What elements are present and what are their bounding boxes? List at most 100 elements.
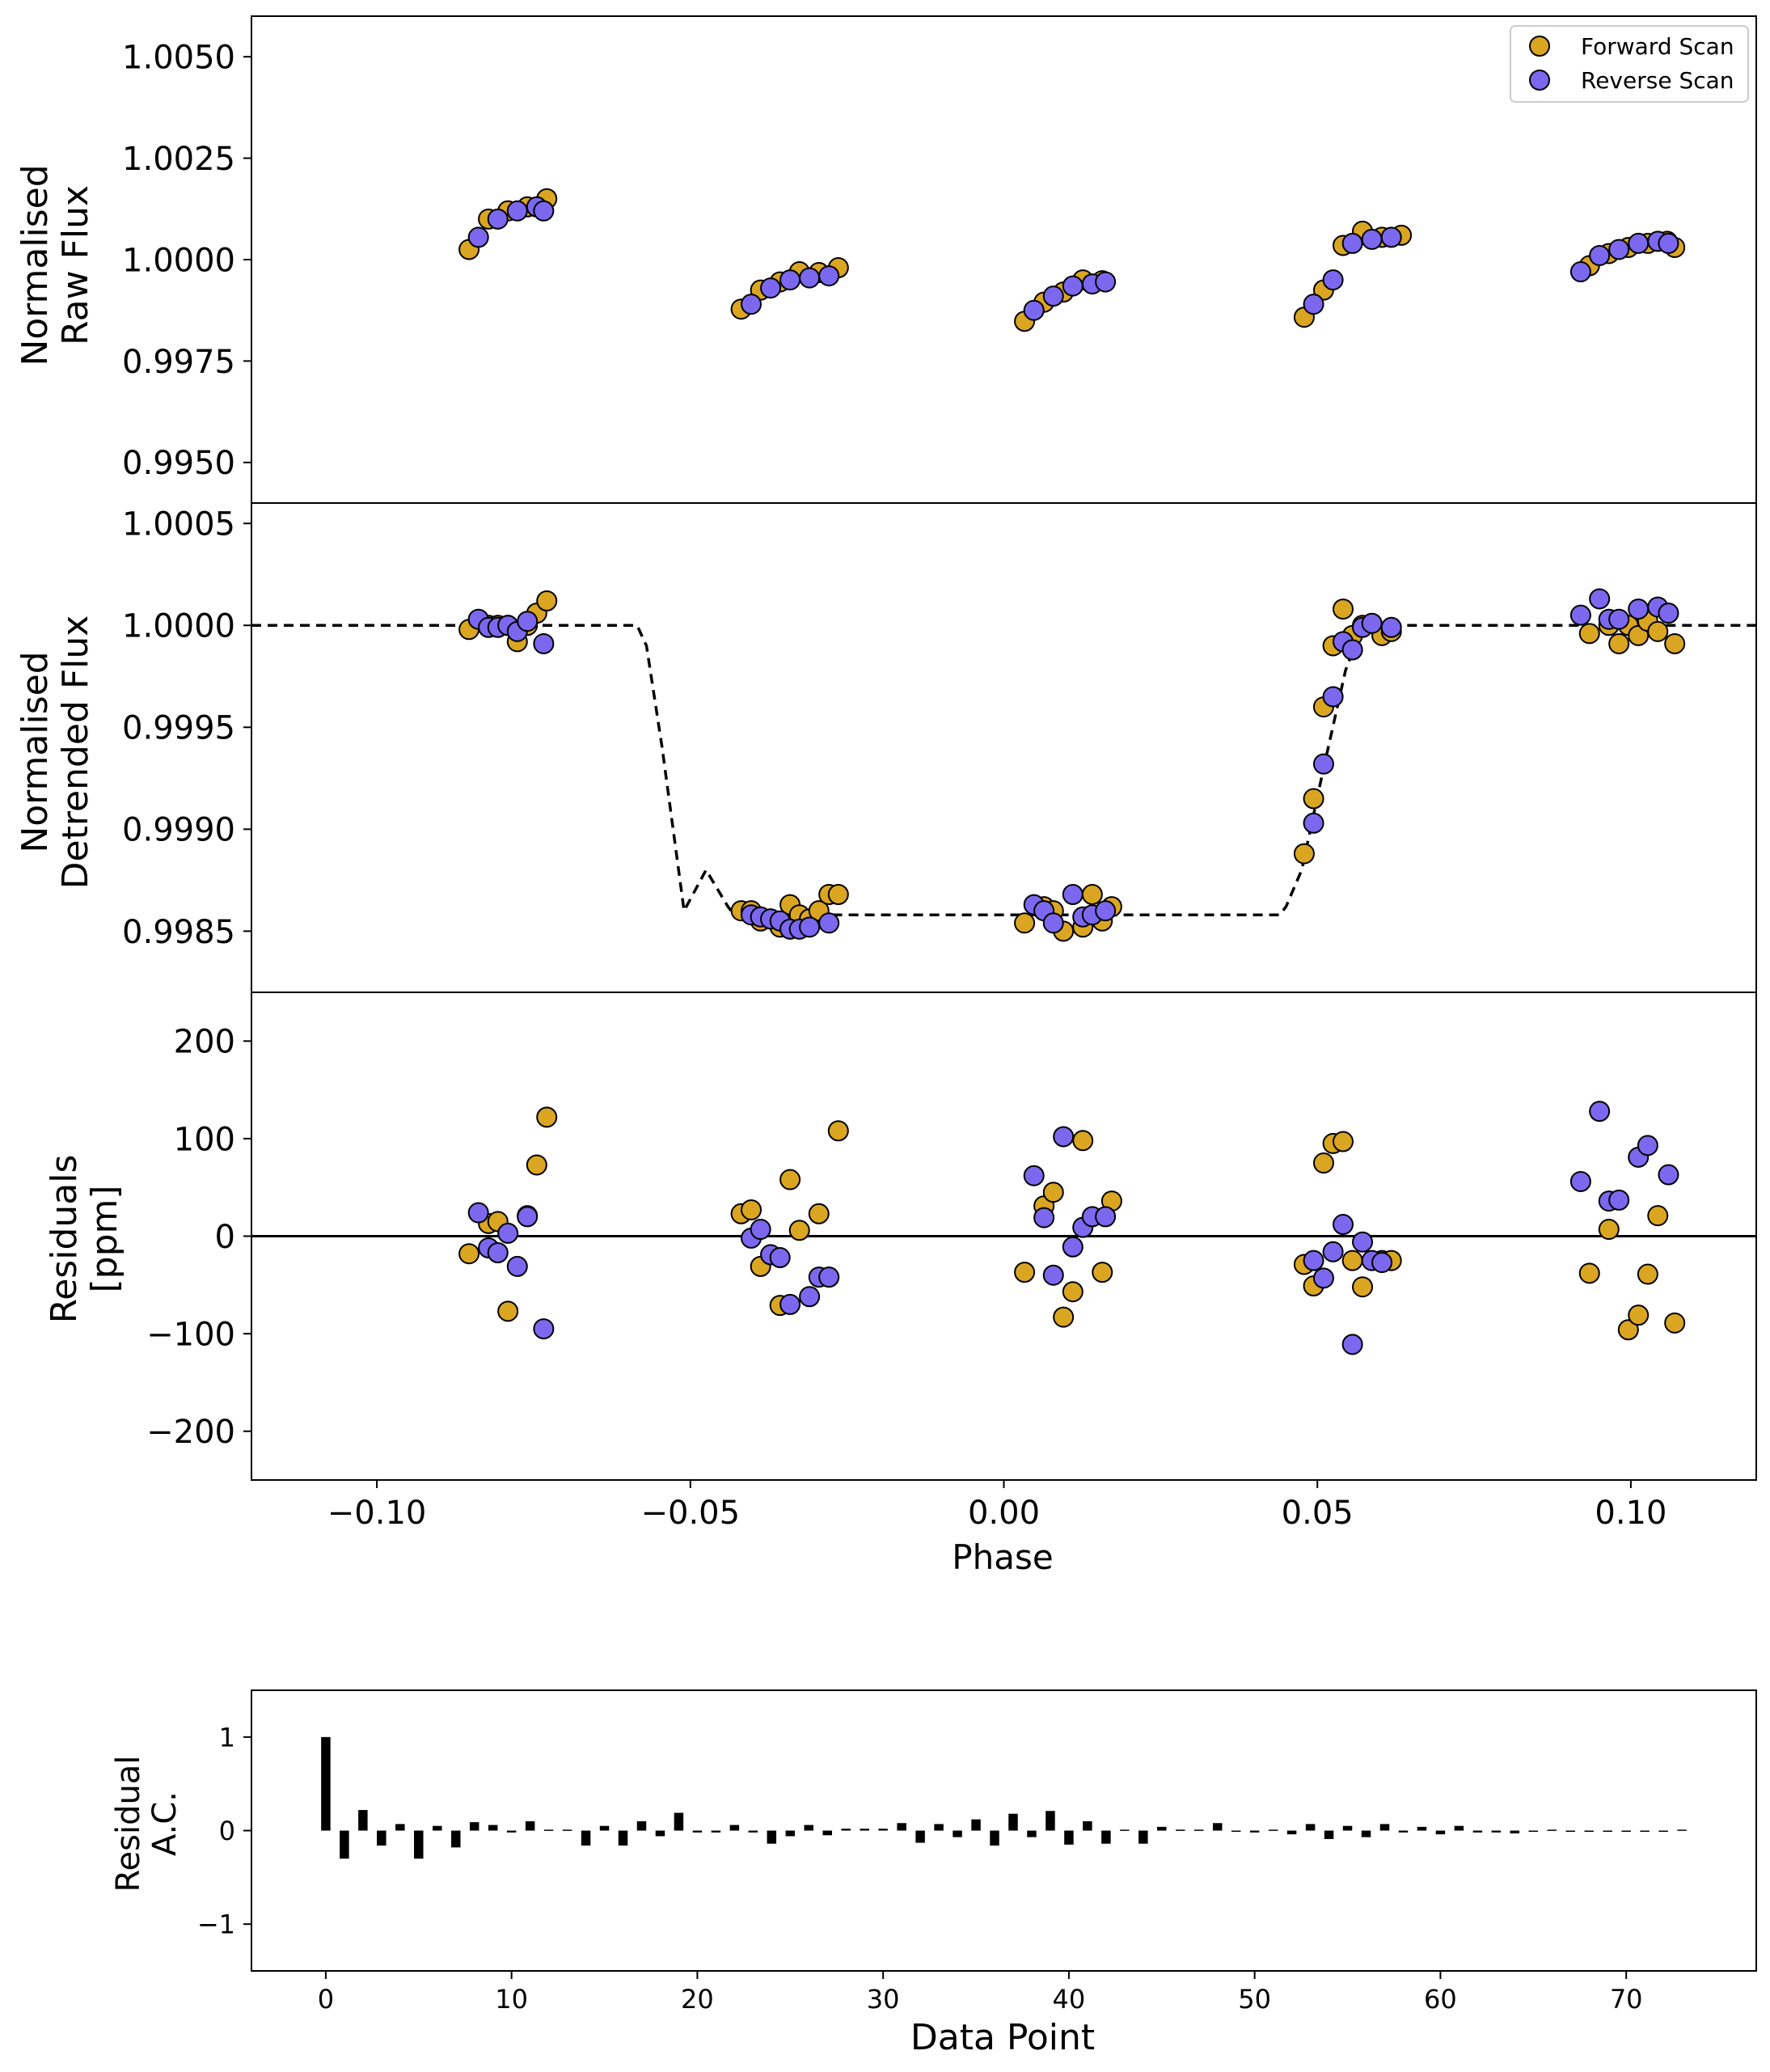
autocorrelation-bar: [692, 1830, 703, 1833]
x-tick-label: 0.05: [1282, 1495, 1354, 1532]
reverse-scan-point: [1042, 285, 1064, 307]
reverse-scan-point: [1628, 598, 1650, 620]
reverse-scan-point: [1608, 1189, 1630, 1211]
autocorrelation-bar: [1528, 1830, 1539, 1832]
forward-scan-point: [1081, 884, 1103, 905]
y-tick-label: −100: [146, 1317, 235, 1354]
y-tick-label: 0: [219, 1816, 235, 1846]
reverse-scan-point: [818, 265, 840, 287]
autocorrelation-bar: [1268, 1829, 1278, 1831]
reverse-scan-point: [1312, 753, 1334, 775]
reverse-scan-point: [1322, 686, 1344, 708]
autocorrelation-bar: [1176, 1829, 1185, 1831]
reverse-scan-point: [1322, 269, 1344, 291]
autocorrelation-bar: [469, 1822, 479, 1831]
x-tick-label: −0.10: [327, 1495, 427, 1532]
reverse-scan-point: [779, 269, 801, 291]
reverse-scan-point: [741, 294, 762, 315]
transit-model-line: [251, 624, 1756, 916]
detrended-ylabel-line1: Normalised: [15, 651, 56, 852]
reverse-scan-point: [1023, 299, 1045, 321]
reverse-scan-point: [1303, 1250, 1324, 1271]
reverse-scan-point: [1303, 812, 1324, 834]
reverse-scan-point: [1352, 1231, 1374, 1253]
raw-flux-panel: 0.9950 0.9975 1.0000 1.0025 1.0050: [122, 15, 1757, 504]
x-tick-label: 0.00: [968, 1495, 1040, 1532]
forward-scan-point: [1303, 788, 1324, 810]
autocorrelation-bar: [618, 1830, 628, 1846]
reverse-scan-point: [1637, 1135, 1658, 1157]
autocorrelation-bar: [841, 1829, 851, 1831]
forward-scan-point: [1014, 1262, 1036, 1283]
autocorrelation-bar: [1286, 1830, 1297, 1835]
autocorrelation-bar: [377, 1830, 387, 1846]
x-tick-label: −0.05: [641, 1495, 741, 1532]
forward-scan-point: [1062, 1281, 1084, 1303]
reverse-scan-point: [1062, 1236, 1084, 1258]
reverse-scan-point: [1333, 1214, 1354, 1236]
autocorrelation-bar: [1212, 1823, 1223, 1831]
reverse-scan-point: [1608, 608, 1630, 630]
autocorrelation-bar: [1677, 1829, 1687, 1831]
reverse-scan-point: [1062, 884, 1084, 905]
forward-scan-point: [1333, 598, 1354, 620]
forward-scan-point: [1053, 1306, 1075, 1328]
autocorrelation-bar: [1565, 1830, 1575, 1832]
autocorrelation-bar: [1064, 1830, 1074, 1845]
reverse-scan-point: [1361, 612, 1383, 634]
autocorrelation-bar: [822, 1830, 832, 1836]
reverse-scan-point: [1023, 1165, 1045, 1186]
reverse-scan-point: [1380, 226, 1402, 248]
forward-scan-point: [1578, 1262, 1600, 1284]
autocorrelation-bar: [674, 1812, 684, 1831]
autocorrelation-bar: [358, 1810, 368, 1831]
residuals-ylabel-line2: [ppm]: [84, 1185, 125, 1292]
autocorrelation-bar: [1398, 1830, 1409, 1833]
detrended-flux-panel: 0.9985 0.9990 0.9995 1.0000 1.0005: [122, 502, 1757, 993]
legend-forward-label: Forward Scan: [1581, 33, 1734, 60]
reverse-scan-point: [1095, 900, 1117, 922]
autocorrelation-bar: [1454, 1825, 1464, 1831]
reverse-scan-point: [1380, 616, 1402, 638]
reverse-scan-point: [760, 277, 782, 299]
y-tick-label: 1.0005: [122, 506, 235, 543]
autocorrelation-bar: [1361, 1830, 1371, 1837]
autocorrelation-bar: [1157, 1826, 1167, 1831]
forward-scan-point: [788, 1220, 810, 1241]
reverse-scan-point: [1658, 232, 1679, 254]
legend-forward-marker: [1529, 36, 1550, 57]
autocorrelation-bar: [971, 1819, 981, 1831]
x-tick-label: 20: [681, 1984, 714, 2015]
reverse-scan-point: [1042, 1264, 1064, 1286]
reverse-scan-point: [497, 1222, 519, 1244]
reverse-scan-point: [1589, 1101, 1611, 1123]
autocorrelation-bar: [1324, 1830, 1334, 1839]
forward-scan-point: [1092, 1262, 1113, 1283]
reverse-scan-point: [750, 1219, 771, 1241]
legend: Forward Scan Reverse Scan: [1510, 25, 1749, 103]
x-tick-label: 70: [1610, 1984, 1643, 2015]
reverse-scan-point: [799, 916, 821, 938]
autocorrelation-bar: [321, 1736, 331, 1831]
reverse-scan-point: [1053, 1126, 1075, 1148]
autocorrelation-bar: [915, 1830, 925, 1843]
autocorrelation-bar: [860, 1829, 869, 1831]
autocorrelation-bar: [748, 1830, 758, 1833]
reverse-scan-point: [1062, 275, 1084, 297]
autocorrelation-bar: [785, 1830, 796, 1837]
autocorrelation-bar: [581, 1830, 591, 1846]
forward-scan-point: [1042, 1182, 1064, 1203]
autocorrelation-bar: [1603, 1830, 1612, 1832]
forward-scan-point: [497, 1300, 519, 1322]
forward-scan-point: [1637, 1263, 1658, 1285]
reverse-scan-point: [799, 1286, 821, 1308]
ac-ylabel-line2: A.C.: [146, 1791, 184, 1856]
autocorrelation-bar: [1138, 1830, 1148, 1844]
raw-ylabel-line2: Raw Flux: [55, 185, 96, 345]
autocorrelation-bar: [1547, 1829, 1557, 1831]
raw-ylabel-line1: Normalised: [15, 164, 56, 366]
reverse-scan-point: [1589, 588, 1611, 610]
forward-scan-point: [1598, 1219, 1620, 1241]
autocorrelation-bar: [1193, 1829, 1204, 1831]
y-tick-label: 1.0000: [122, 608, 235, 645]
